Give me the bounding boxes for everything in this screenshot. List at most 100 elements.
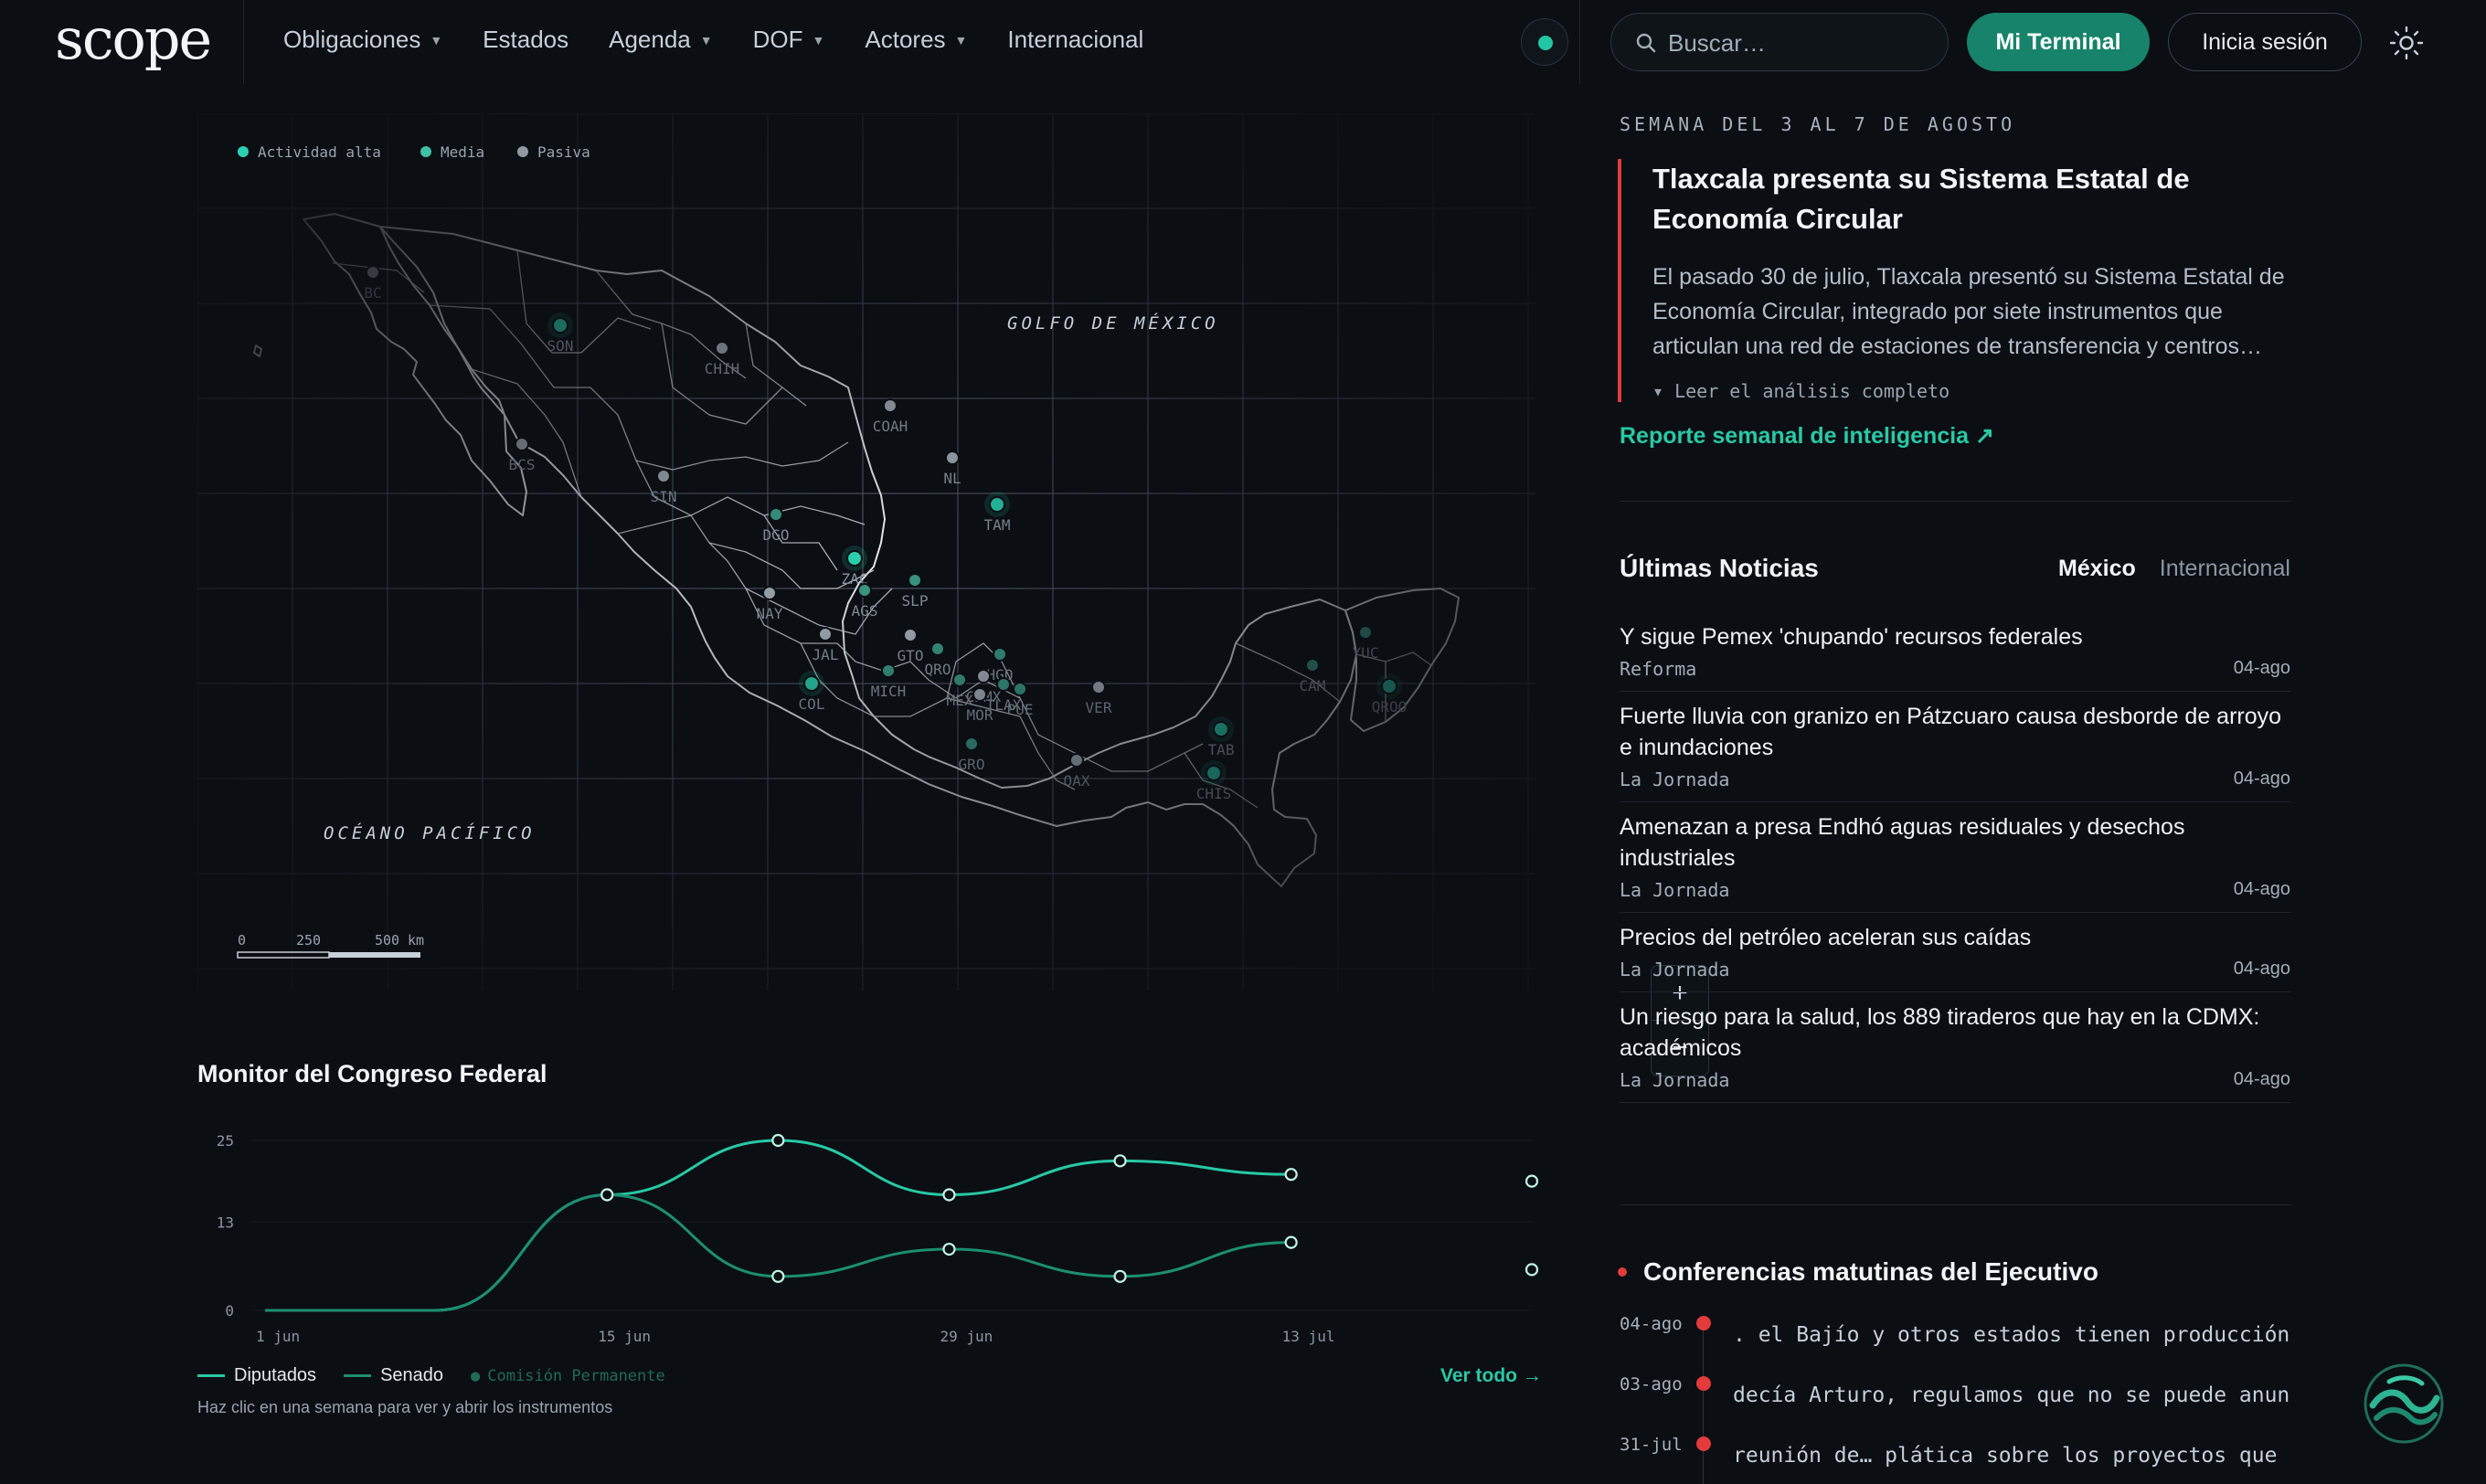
state-markers[interactable]: BC SON CHIH BCS COAH NL SIN TAM DGO ZAC SLP NAY AGS J… <box>364 265 1408 802</box>
data-point-senado[interactable] <box>1525 1263 1539 1277</box>
scope-logo[interactable]: scope <box>55 5 212 72</box>
state-marker-chih[interactable]: CHIH <box>705 341 740 377</box>
data-point-diputados[interactable] <box>771 1133 785 1148</box>
congress-chart-legend: Diputados Senado ● Comisión Permanente <box>197 1365 693 1386</box>
assistant-wave-icon[interactable] <box>2362 1362 2446 1446</box>
state-marker-slp[interactable]: SLP <box>902 573 929 610</box>
timeline-line <box>1703 1316 1704 1484</box>
state-marker-gto[interactable]: GTO <box>898 628 924 664</box>
news-headline[interactable]: Y sigue Pemex 'chupando' recursos federa… <box>1620 624 2083 650</box>
zoom-in-button[interactable]: + <box>1652 966 1708 1021</box>
news-headline[interactable]: Un riesgo para la salud, los 889 tirader… <box>1620 1004 2260 1061</box>
state-code-label: VER <box>1086 699 1112 716</box>
zoom-out-button[interactable]: − <box>1672 1033 1688 1063</box>
state-marker-jal[interactable]: JAL <box>813 627 839 663</box>
scale-label-0: 0 <box>238 932 246 949</box>
news-headline[interactable]: Precios del petróleo aceleran sus caídas <box>1620 925 2032 950</box>
nav-item-obligaciones[interactable]: Obligaciones ▼ <box>283 26 442 54</box>
state-marker-cam[interactable]: CAM <box>1300 658 1326 694</box>
tab-mexico[interactable]: México <box>2058 556 2136 581</box>
legend-dot-icon: ● <box>471 1366 481 1385</box>
state-marker-mich[interactable]: MICH <box>871 663 907 700</box>
nav-item-label: Obligaciones <box>283 26 421 53</box>
read-full-analysis-toggle[interactable]: ▾ Leer el análisis completo <box>1652 380 1950 402</box>
congress-activity-chart[interactable]: 0 13 25 1 jun 15 jun 29 jun 13 jul <box>197 1124 1541 1352</box>
nav-item-estados[interactable]: Estados <box>483 26 568 54</box>
live-status-indicator[interactable] <box>1521 18 1568 66</box>
news-item[interactable]: Fuerte lluvia con granizo en Pátzcuaro c… <box>1620 692 2290 802</box>
section-divider <box>1620 1204 2290 1205</box>
conference-item[interactable]: 31-jul reunión de… plática sobre los proy… <box>1620 1433 2290 1484</box>
data-point-senado[interactable] <box>1284 1235 1298 1249</box>
conference-excerpt[interactable]: . el Bajío y otros estados tienen produc… <box>1733 1323 2290 1347</box>
login-button[interactable]: Inicia sesión <box>2168 13 2362 71</box>
news-date: 04-ago <box>2233 658 2290 678</box>
state-marker-qro[interactable]: QRO <box>925 641 951 678</box>
map-canvas[interactable]: BC SON CHIH BCS COAH NL SIN TAM DGO ZAC SLP NAY AGS J… <box>197 113 1535 991</box>
data-point-diputados[interactable] <box>942 1188 956 1202</box>
conference-excerpt[interactable]: reunión de… plática sobre los proyectos … <box>1733 1444 2290 1468</box>
legend-senado-label: Senado <box>380 1365 444 1385</box>
state-marker-nl[interactable]: NL <box>943 450 961 487</box>
featured-analysis[interactable]: Tlaxcala presenta su Sistema Estatal de … <box>1618 159 2294 402</box>
state-marker-tam[interactable]: TAM <box>984 492 1011 534</box>
weekly-report-link[interactable]: Reporte semanal de inteligencia ↗ <box>1620 423 1994 449</box>
data-point-senado[interactable] <box>771 1269 785 1283</box>
legend-swatch <box>344 1374 372 1377</box>
state-marker-bc[interactable]: BC <box>364 265 382 302</box>
mexico-activity-map[interactable]: BC SON CHIH BCS COAH NL SIN TAM DGO ZAC SLP NAY AGS J… <box>197 113 1709 1076</box>
state-marker-ver[interactable]: VER <box>1086 680 1112 716</box>
conference-excerpt[interactable]: decía Arturo, regulamos que no se puede … <box>1733 1383 2290 1407</box>
state-marker-dgo[interactable]: DGO <box>763 507 790 544</box>
state-marker-zac[interactable]: ZAC <box>842 546 868 588</box>
state-marker-col[interactable]: COL <box>799 671 825 713</box>
state-marker-pue[interactable]: PUE <box>1007 682 1034 718</box>
state-marker-chis[interactable]: CHIS <box>1196 760 1232 802</box>
search-input[interactable] <box>1668 25 1933 61</box>
nav-item-actores[interactable]: Actores ▼ <box>865 26 967 54</box>
nav-item-agenda[interactable]: Agenda ▼ <box>609 26 713 54</box>
data-point-senado[interactable] <box>942 1242 956 1256</box>
data-point-diputados[interactable] <box>1525 1174 1539 1188</box>
nav-item-label: Internacional <box>1007 26 1144 53</box>
state-marker-coah[interactable]: COAH <box>873 398 908 435</box>
conference-item[interactable]: 03-ago decía Arturo, regulamos que no se … <box>1620 1373 2290 1433</box>
data-point-senado[interactable] <box>600 1188 614 1202</box>
news-headline[interactable]: Amenazan a presa Endhó aguas residuales … <box>1620 814 2185 871</box>
state-marker-tab[interactable]: TAB <box>1208 716 1235 758</box>
state-marker-bcs[interactable]: BCS <box>509 437 536 473</box>
data-point-diputados[interactable] <box>1284 1168 1298 1182</box>
theme-toggle-sun-icon[interactable] <box>2387 24 2426 62</box>
news-item[interactable]: Amenazan a presa Endhó aguas residuales … <box>1620 802 2290 913</box>
featured-headline[interactable]: Tlaxcala presenta su Sistema Estatal de … <box>1652 163 2190 235</box>
my-terminal-button[interactable]: Mi Terminal <box>1967 13 2150 71</box>
conference-item[interactable]: 04-ago . el Bajío y otros estados tienen … <box>1620 1312 2290 1373</box>
legend-comision-permanente[interactable]: ● Comisión Permanente <box>471 1367 665 1385</box>
legend-diputados[interactable]: Diputados <box>197 1365 316 1386</box>
state-code-label: JAL <box>813 646 839 663</box>
state-marker-nay[interactable]: NAY <box>757 586 783 622</box>
data-point-senado[interactable] <box>1113 1269 1127 1283</box>
state-marker-son[interactable]: SON <box>547 313 574 355</box>
search-icon <box>1636 33 1656 53</box>
state-code-label: OAX <box>1064 772 1090 790</box>
nav-item-label: Estados <box>483 26 569 53</box>
map-legend: Actividad alta Media Pasiva <box>238 143 590 161</box>
search-box[interactable] <box>1610 13 1949 71</box>
see-all-link[interactable]: Ver todo → <box>1440 1365 1542 1386</box>
state-marker-gro[interactable]: GRO <box>959 737 985 773</box>
nav-item-dof[interactable]: DOF ▼ <box>753 26 825 54</box>
news-item[interactable]: Un riesgo para la salud, los 889 tirader… <box>1620 992 2290 1103</box>
state-code-label: DGO <box>763 526 790 544</box>
scale-label-250: 250 <box>296 932 321 949</box>
news-item[interactable]: Y sigue Pemex 'chupando' recursos federa… <box>1620 612 2290 692</box>
news-item[interactable]: Precios del petróleo aceleran sus caídas… <box>1620 913 2290 992</box>
data-point-diputados[interactable] <box>1113 1154 1127 1168</box>
state-marker-qroo[interactable]: QROO <box>1372 673 1408 716</box>
timeline-dot-icon <box>1696 1316 1711 1330</box>
nav-item-internacional[interactable]: Internacional <box>1007 26 1143 54</box>
tab-internacional[interactable]: Internacional <box>2159 556 2290 581</box>
news-headline[interactable]: Fuerte lluvia con granizo en Pátzcuaro c… <box>1620 704 2282 760</box>
state-marker-yuc[interactable]: YUC <box>1353 625 1379 662</box>
legend-senado[interactable]: Senado <box>344 1365 443 1386</box>
